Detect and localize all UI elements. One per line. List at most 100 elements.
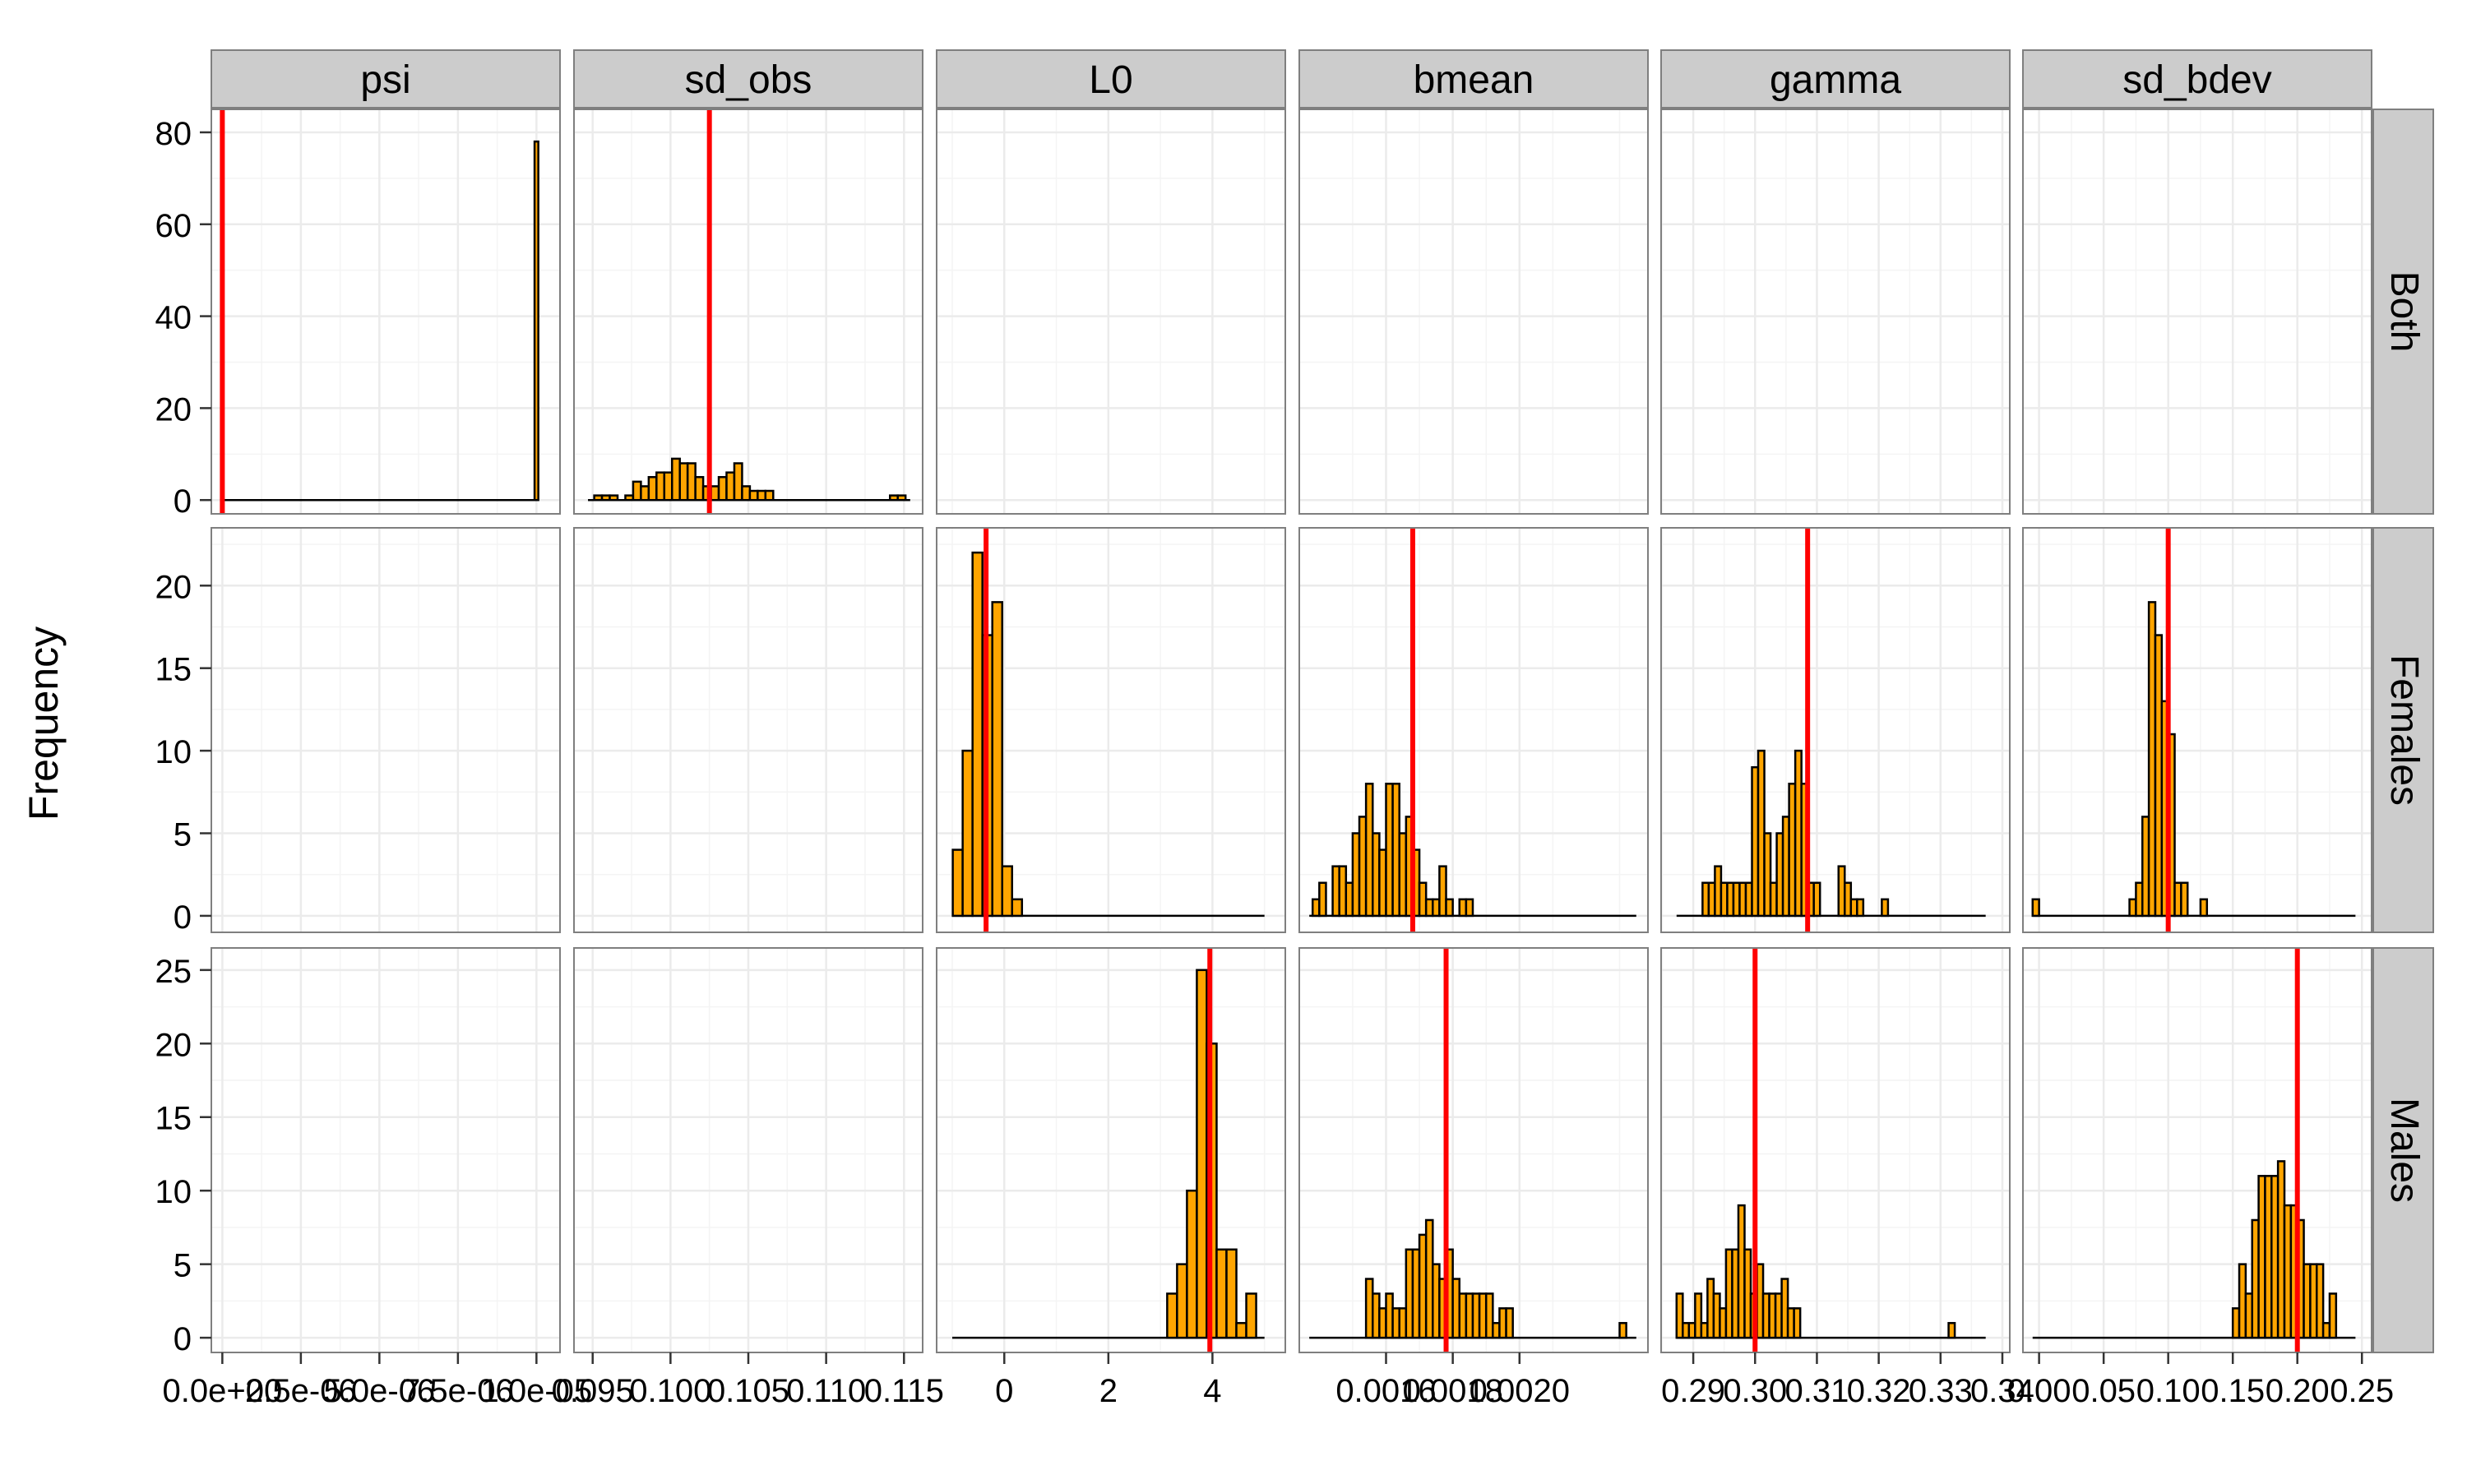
x-tick-label: 0.110: [786, 1373, 866, 1409]
facet-label-males: Males: [2382, 1098, 2426, 1203]
panel-border: [936, 947, 1286, 1353]
x-tick-label: 0.15: [2201, 1373, 2265, 1409]
histogram-bar: [1245, 1292, 1257, 1339]
panel-sd-obs-both: [574, 109, 923, 514]
histogram-bar: [2180, 881, 2189, 918]
x-tick-label: 0.20: [2266, 1373, 2330, 1409]
histogram-bar: [1856, 898, 1865, 918]
y-axis-label: Frequency: [21, 626, 67, 821]
histogram-bar: [632, 480, 642, 502]
y-tick-label: 15: [155, 1101, 192, 1137]
x-tick-label: 0.0016: [1335, 1373, 1436, 1409]
histogram-bar: [655, 471, 666, 502]
y-tick-label: 0: [174, 899, 192, 936]
facet-label-psi: psi: [360, 58, 410, 102]
panel-border: [936, 109, 1286, 515]
panel-bmean-males: [1299, 948, 1648, 1352]
panel-background: [1299, 109, 1648, 514]
facet-label-sd-obs: sd_obs: [685, 58, 812, 102]
histogram-bar: [1166, 1292, 1178, 1339]
facet-strip-females: [2372, 527, 2434, 933]
histogram-bar: [593, 494, 604, 502]
histogram-bar: [1947, 1321, 1956, 1339]
facet-strip-both: [2372, 109, 2434, 515]
x-tick-label: 0.32: [1847, 1373, 1911, 1409]
histogram-bar: [757, 489, 767, 502]
panel-border: [1660, 109, 2011, 515]
panel-background: [1661, 109, 2010, 514]
histogram-bar: [2031, 898, 2040, 918]
facet-strip-sd-obs: [573, 49, 923, 109]
histogram-bar: [1318, 881, 1327, 918]
panel-background: [2023, 528, 2372, 932]
panel-bmean-both: [1299, 109, 1648, 514]
histogram-bar: [748, 489, 759, 502]
histogram-bmean-females: [1309, 528, 1636, 932]
facet-strip-psi: [211, 49, 561, 109]
y-tick-label: 0: [174, 483, 192, 520]
histogram-bar: [671, 457, 681, 502]
panel-border: [1298, 109, 1649, 515]
panel-sd-bdev-females: [2023, 528, 2372, 932]
y-tick-label: 20: [155, 569, 192, 605]
histogram-sd-bdev-females: [2031, 528, 2356, 932]
histogram-bar: [961, 749, 974, 918]
panel-border: [211, 947, 561, 1353]
panel-border: [1660, 947, 2011, 1353]
x-tick-label: 0.0020: [1470, 1373, 1570, 1409]
facet-strip-bmean: [1298, 49, 1649, 109]
histogram-bar: [647, 476, 658, 502]
histogram-bar: [600, 494, 611, 502]
panel-border: [211, 109, 561, 515]
panel-background: [937, 109, 1285, 514]
y-tick-label: 15: [155, 652, 192, 688]
panel-gamma-females: [1661, 528, 2010, 932]
histogram-bar: [741, 485, 752, 502]
panel-background: [211, 948, 560, 1352]
histogram-bar: [1812, 881, 1821, 918]
panel-border: [2022, 527, 2372, 933]
histogram-bar: [1618, 1321, 1627, 1339]
histogram-bar: [991, 601, 1003, 918]
histogram-sd-obs-both: [588, 109, 910, 514]
histogram-bar: [640, 485, 650, 502]
y-tick-label: 10: [155, 1174, 192, 1210]
histogram-bar: [686, 462, 697, 502]
histogram-bar: [678, 462, 689, 502]
histogram-bar: [1465, 898, 1474, 918]
histogram-l0-males: [951, 948, 1265, 1352]
histogram-bar: [1225, 1248, 1238, 1339]
x-tick-label: 0.34: [1970, 1373, 2034, 1409]
histogram-gamma-males: [1675, 948, 1986, 1352]
facet-strip-gamma: [1660, 49, 2011, 109]
x-tick-label: 0.0e+00: [163, 1373, 283, 1409]
y-tick-label: 10: [155, 734, 192, 770]
histogram-bar: [663, 471, 673, 502]
y-tick-label: 0: [174, 1321, 192, 1357]
y-tick-label: 40: [155, 300, 192, 336]
histogram-psi-both: [220, 109, 539, 514]
facet-label-bmean: bmean: [1414, 58, 1534, 102]
histogram-bar: [764, 489, 775, 502]
histogram-bar: [889, 494, 899, 502]
histogram-bar: [1001, 865, 1014, 918]
histogram-bar: [1763, 832, 1772, 918]
x-tick-label: 0.25: [2330, 1373, 2394, 1409]
histogram-bar: [1881, 898, 1890, 918]
facet-label-gamma: gamma: [1770, 58, 1901, 102]
histogram-bar: [1793, 1307, 1802, 1339]
x-tick-label: 0: [995, 1373, 1013, 1409]
x-tick-label: 0.33: [1909, 1373, 1973, 1409]
panel-border: [2022, 947, 2372, 1353]
histogram-bar: [1011, 898, 1024, 918]
panel-border: [1298, 527, 1649, 933]
histogram-bar: [533, 140, 539, 502]
panel-background: [1299, 948, 1648, 1352]
facet-label-l0: L0: [1089, 58, 1132, 102]
histogram-bar: [1694, 1292, 1703, 1339]
facet-label-sd-bdev: sd_bdev: [2122, 58, 2271, 102]
panel-border: [1660, 527, 2011, 933]
panel-border: [573, 109, 923, 515]
histogram-bar: [1196, 969, 1208, 1339]
